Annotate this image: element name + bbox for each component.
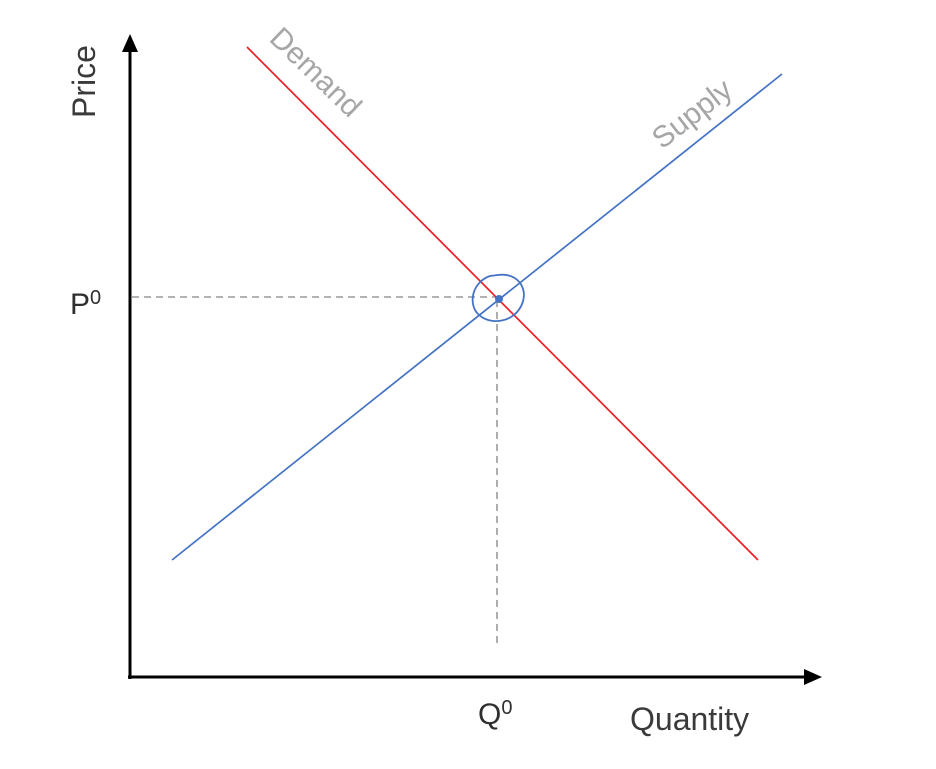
equilibrium-point [495, 295, 503, 303]
supply-curve [171, 73, 783, 561]
x-axis-arrowhead [804, 669, 822, 685]
quantity-tick-letter: Q [478, 698, 501, 731]
price-tick-label: P0 [70, 287, 101, 321]
demand-label: Demand [263, 21, 368, 124]
x-axis-title: Quantity [630, 701, 749, 737]
y-axis-arrowhead [122, 34, 138, 52]
quantity-tick-label: Q0 [478, 697, 512, 731]
equilibrium-circle [471, 274, 525, 322]
y-axis-title: Price [66, 45, 102, 118]
supply-label: Supply [646, 73, 739, 155]
price-tick-letter: P [70, 288, 90, 321]
price-tick-superscript: 0 [90, 287, 101, 309]
demand-curve [246, 46, 759, 561]
quantity-tick-superscript: 0 [501, 697, 512, 719]
